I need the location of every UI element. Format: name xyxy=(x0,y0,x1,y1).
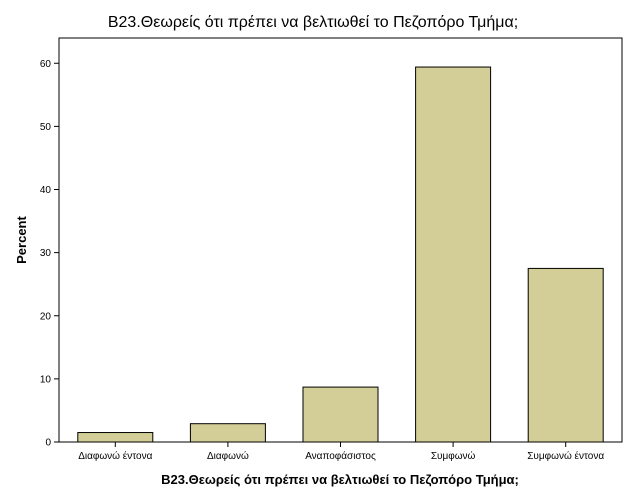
x-axis: Διαφωνώ έντονα Διαφωνώ Αναποφάσιστος Συμφων… xyxy=(78,442,604,462)
x-tick-label: Συμφωνώ xyxy=(431,450,476,462)
x-tick-label: Αναποφάσιστος xyxy=(305,450,376,462)
bar xyxy=(77,432,154,443)
bar xyxy=(527,267,604,443)
bar xyxy=(415,66,492,443)
y-tick-label: 20 xyxy=(40,311,52,322)
bar xyxy=(189,423,266,443)
y-axis: 0 10 20 30 40 50 60 xyxy=(40,59,59,449)
x-axis-title: B23.Θεωρείς ότι πρέπει να βελτιωθεί το Π… xyxy=(161,472,519,487)
x-tick-label: Διαφωνώ έντονα xyxy=(78,450,152,462)
y-tick-label: 0 xyxy=(45,438,51,449)
bar xyxy=(302,386,379,443)
x-tick-label: Συμφωνώ έντονα xyxy=(527,450,604,462)
chart-title: B23.Θεωρείς ότι πρέπει να βελτιωθεί το Π… xyxy=(108,14,518,31)
y-tick-label: 10 xyxy=(40,374,52,385)
y-axis-title: Percent xyxy=(14,215,29,263)
bars xyxy=(77,66,604,443)
y-tick-label: 60 xyxy=(40,59,52,70)
y-tick-label: 30 xyxy=(40,248,52,259)
y-tick-label: 50 xyxy=(40,122,52,133)
x-tick-label: Διαφωνώ xyxy=(207,450,249,462)
y-tick-label: 40 xyxy=(40,185,52,196)
